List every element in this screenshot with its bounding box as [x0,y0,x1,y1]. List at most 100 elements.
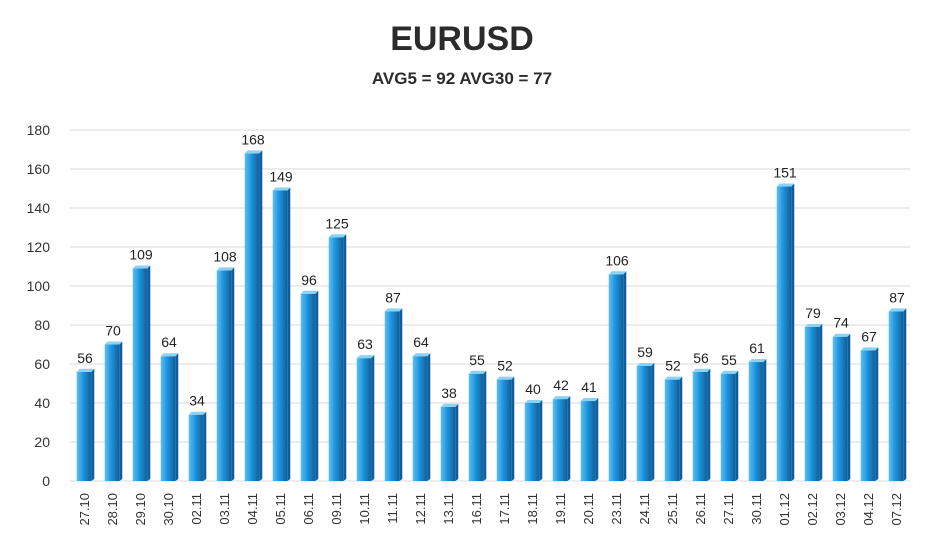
bar [496,376,515,481]
bar-side [175,353,179,481]
x-tick-label: 04.11 [245,493,260,525]
bar [888,308,907,481]
bar-body [300,293,316,481]
data-label: 67 [861,328,877,344]
data-label: 70 [105,323,121,339]
bar-top [608,271,627,275]
data-label: 87 [385,289,401,305]
bar-body [692,371,708,481]
x-tick-label: 17.11 [497,493,512,525]
bar-body [776,186,792,482]
bar-top [832,333,851,337]
data-label: 55 [469,352,485,368]
x-tick-label: 09.11 [329,493,344,525]
bar-top [104,341,123,345]
bar [748,359,767,481]
bar [832,333,851,481]
data-label: 63 [357,336,373,352]
bar-top [132,265,151,269]
bar-body [244,153,260,481]
bar-body [664,379,680,481]
bar-side [791,183,795,482]
bar [776,183,795,482]
x-tick-label: 29.10 [133,493,148,526]
bar [356,355,375,481]
bar-top [244,150,263,154]
bar-top [552,396,571,400]
x-tick-label: 07.12 [889,493,904,526]
bar-side [147,265,151,481]
bar-top [748,359,767,363]
bar-side [119,341,123,481]
x-tick-label: 20.11 [581,493,596,525]
bar-side [679,376,683,481]
bar-side [903,308,907,481]
bar-side [511,376,515,481]
bar-body [636,365,652,481]
chart-title: EURUSD [390,20,534,58]
bar-side [595,398,599,481]
chart-subtitle: AVG5 = 92 AVG30 = 77 [372,69,552,88]
bar [524,400,543,481]
data-labels: 56 70 109 64 34 108 168 149 96 125 63 87 64 38 55 52 40 4… [77,131,905,408]
bar-top [496,376,515,380]
x-tick-label: 30.10 [161,493,176,526]
bar-top [664,376,683,380]
bar-body [76,371,92,481]
data-label: 61 [749,340,765,356]
bar [188,411,207,481]
bar [300,290,319,481]
data-label: 168 [241,131,265,147]
data-label: 56 [77,350,93,366]
x-tick-label: 28.10 [105,493,120,526]
x-tick-label: 03.12 [833,493,848,526]
bar-top [636,362,655,366]
bar-side [343,234,347,481]
x-tick-label: 11.11 [385,493,400,524]
bar-side [483,370,487,481]
bar [860,347,879,481]
x-tick-label: 03.11 [217,493,232,525]
x-tick-label: 25.11 [665,493,680,525]
bar-side [875,347,879,481]
data-label: 52 [665,358,681,374]
bar-side [455,403,459,481]
x-tick-label: 10.11 [357,493,372,525]
bar-body [216,270,232,481]
bar-body [272,190,288,481]
bar-side [539,400,543,481]
bar-top [524,400,543,403]
bar-side [567,396,571,481]
x-tick-label: 16.11 [469,493,484,525]
bar [580,398,599,481]
data-label: 149 [269,168,293,184]
x-tick-label: 05.11 [273,493,288,525]
x-tick-label: 12.11 [413,493,428,525]
gridlines [70,129,910,482]
data-label: 59 [637,344,653,360]
bar-top [160,353,179,357]
bar-top [468,370,487,374]
bar-top [272,187,291,191]
bar [160,353,179,481]
x-axis-ticks: 27.10 28.10 29.10 30.10 02.11 03.11 04.11 05.11… [77,493,904,526]
bar-body [384,311,400,481]
y-tick-label: 100 [27,278,51,294]
bar-body [104,344,120,481]
bar-body [412,356,428,481]
data-label: 52 [497,358,513,374]
bar [132,265,151,481]
x-tick-label: 23.11 [609,493,624,525]
bar-side [763,359,767,481]
bar-top [328,234,347,238]
bar [468,370,487,481]
bar-body [132,268,148,481]
x-tick-label: 13.11 [441,493,456,525]
bar-body [860,350,876,481]
x-tick-label: 02.11 [189,493,204,525]
bar-side [651,362,655,481]
data-label: 41 [581,379,597,395]
bar [720,370,739,481]
bar-top [860,347,879,351]
